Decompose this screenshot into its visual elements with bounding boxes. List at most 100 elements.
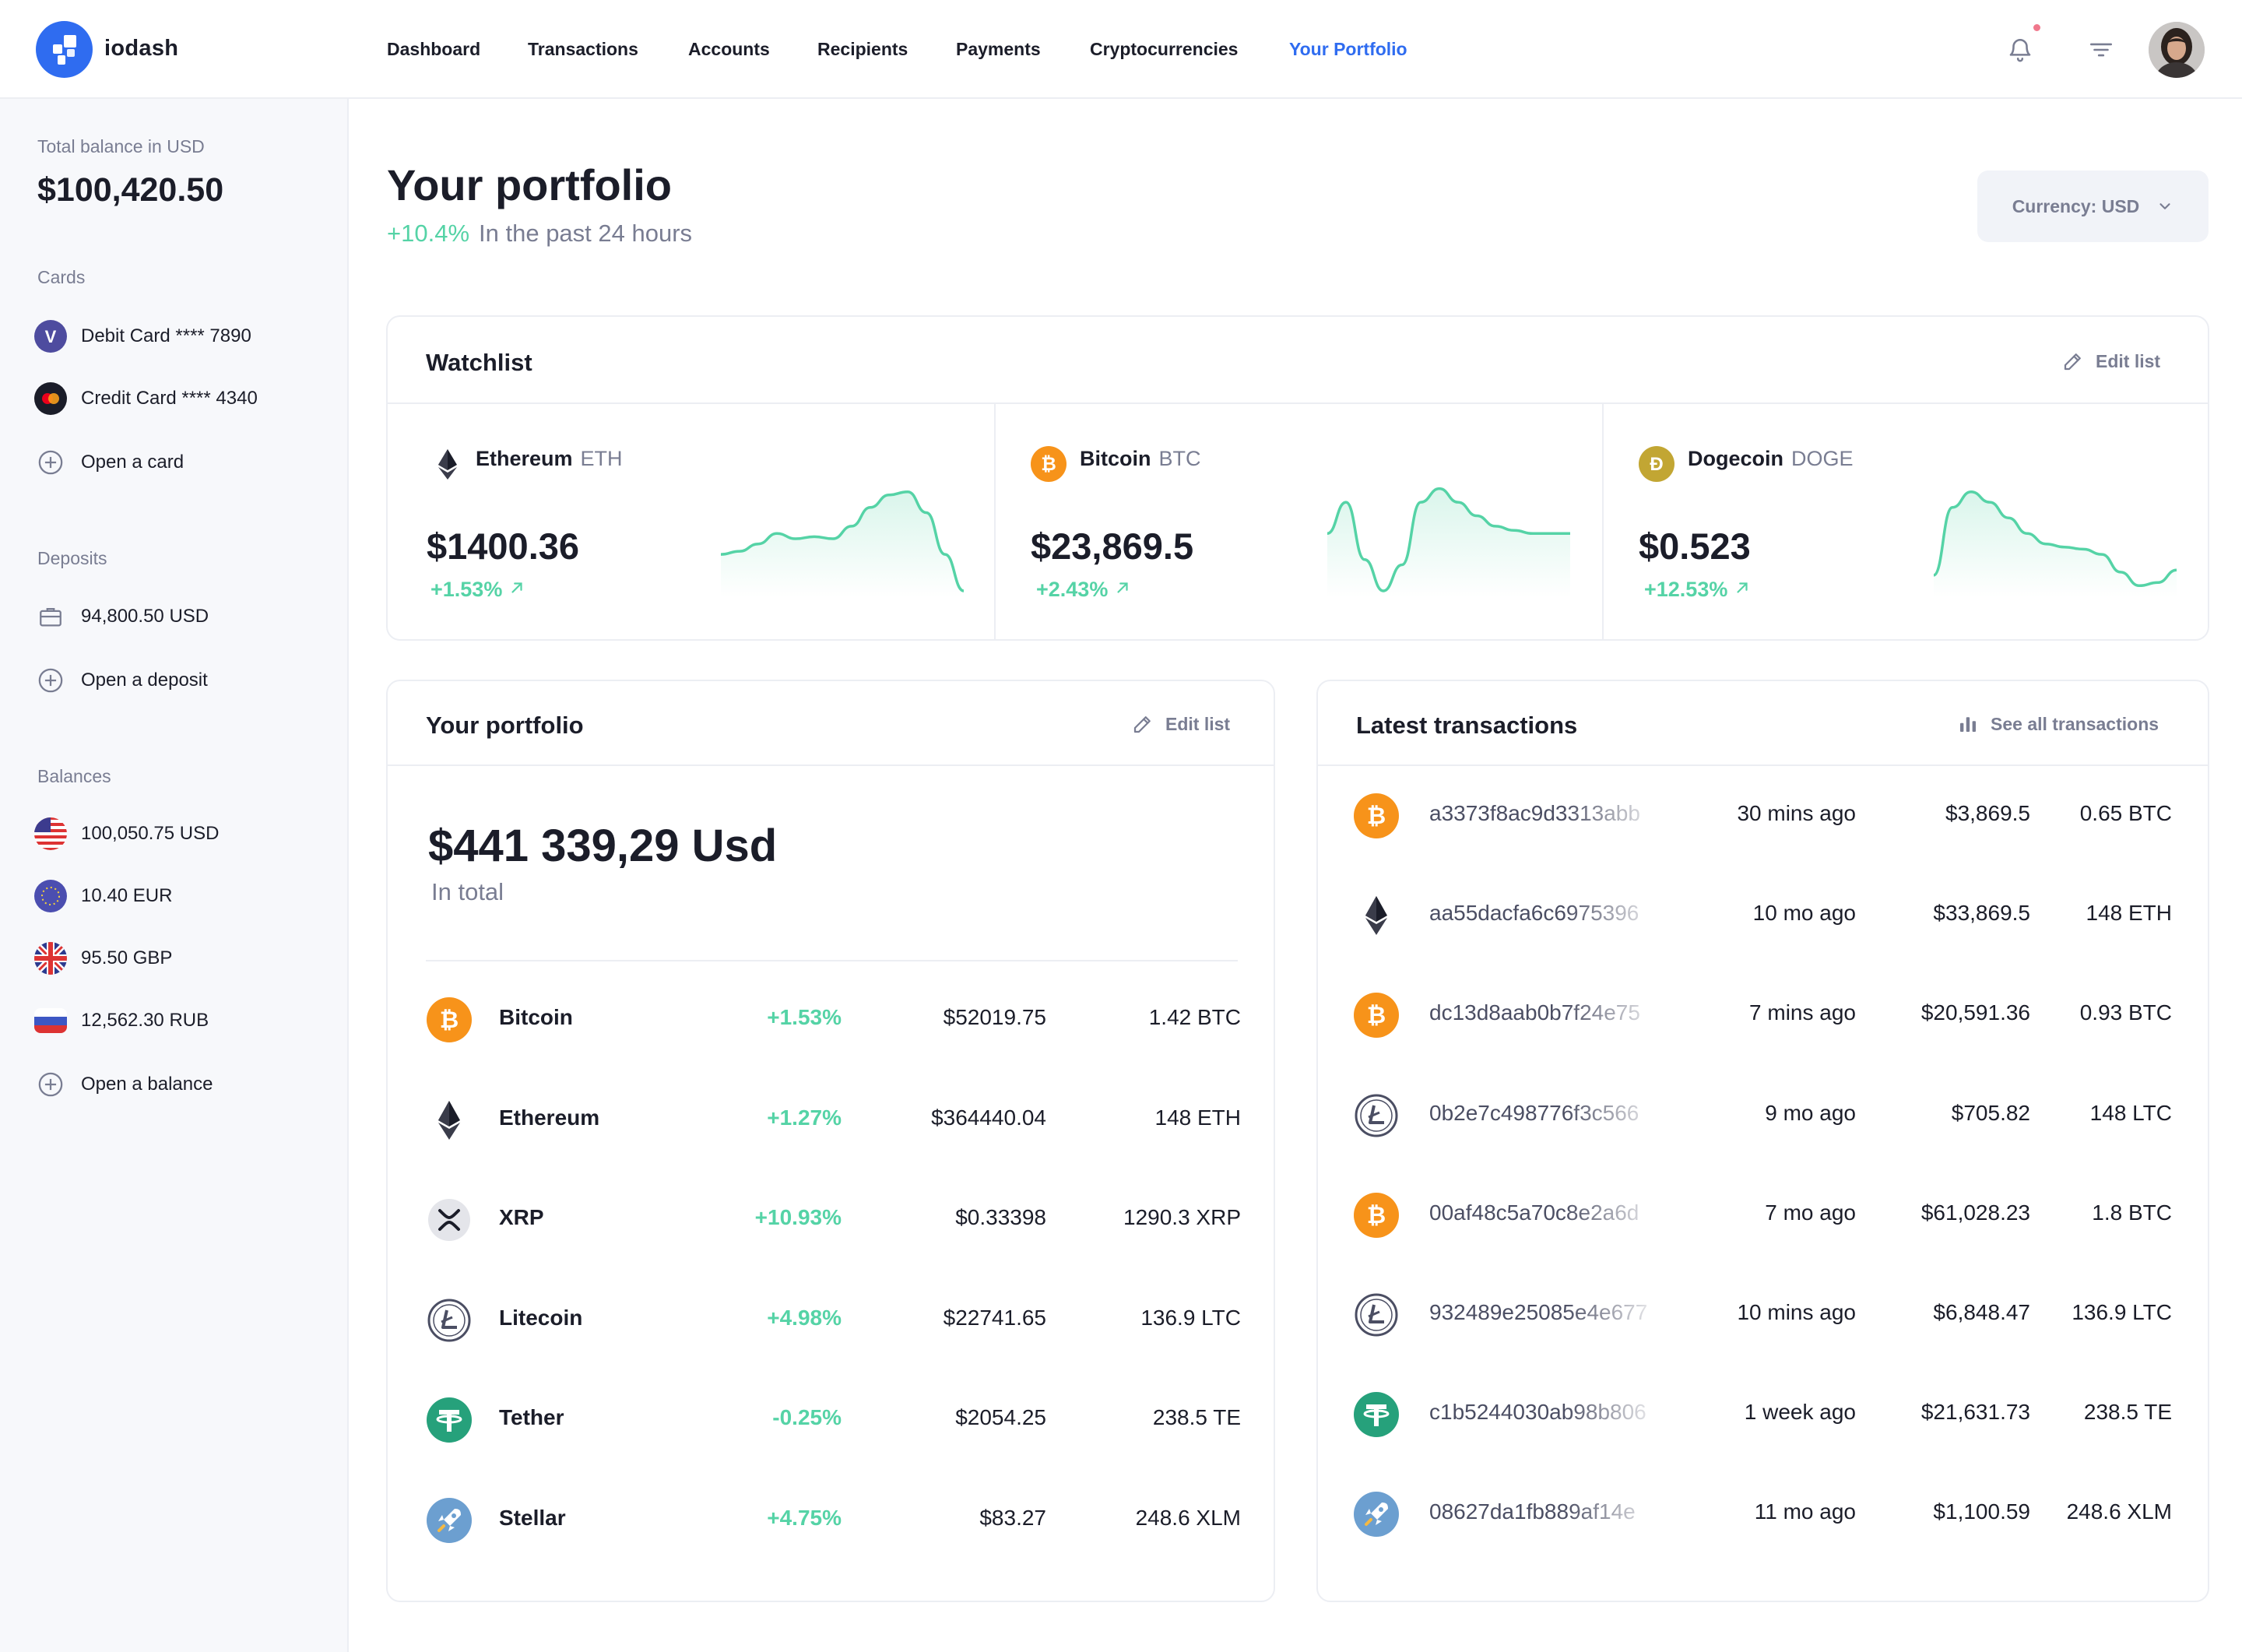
- transaction-row[interactable]: ₿ dc13d8aab0b7f24e75 7 mins ago $20,591.36 0…: [1318, 965, 2208, 1064]
- nav-accounts[interactable]: Accounts: [688, 39, 770, 59]
- transaction-row[interactable]: 932489e25085e4e677 10 mins ago $6,848.47 13…: [1318, 1264, 2208, 1364]
- transaction-amount: 0.93 BTC: [2079, 1000, 2172, 1025]
- divider: [388, 402, 2208, 404]
- divider: [388, 764, 1274, 766]
- coin-amount: 148 ETH: [1154, 1105, 1242, 1130]
- sidebar-item-usd-balance[interactable]: 100,050.75 USD: [33, 815, 329, 852]
- portfolio-row[interactable]: ₿ Bitcoin +1.53% $52019.75 1.42 BTC: [388, 969, 1274, 1069]
- transaction-row[interactable]: 0b2e7c498776f3c566 9 mo ago $705.82 148 LTC: [1318, 1065, 2208, 1165]
- svg-text:₿: ₿: [1367, 1003, 1386, 1028]
- edit-list-label: Edit list: [2096, 350, 2161, 371]
- transactions-card-title: Latest transactions: [1356, 712, 1578, 739]
- sidebar-item-label: 12,562.30 RUB: [81, 1010, 209, 1031]
- nav-cryptocurrencies[interactable]: Cryptocurrencies: [1090, 39, 1239, 59]
- watchlist-change: +1.53%: [430, 578, 525, 602]
- transaction-row[interactable]: c1b5244030ab98b806 1 week ago $21,631.73 23…: [1318, 1364, 2208, 1464]
- portfolio-total-label: In total: [431, 878, 504, 905]
- transaction-amount: 1.8 BTC: [2092, 1200, 2172, 1225]
- sidebar-item-eur-balance[interactable]: 10.40 EUR: [33, 877, 329, 915]
- nav-dashboard[interactable]: Dashboard: [387, 39, 481, 59]
- transaction-value: $3,869.5: [1945, 801, 2030, 825]
- transaction-time: 10 mo ago: [1752, 901, 1856, 926]
- transaction-amount: 148 ETH: [2086, 901, 2173, 926]
- portfolio-card: Your portfolio Edit list $441 339,29 Usd…: [386, 680, 1275, 1602]
- xrp-icon: [427, 1197, 472, 1243]
- ethereum-icon: [427, 1098, 472, 1143]
- bitcoin-icon: ₿: [1031, 446, 1067, 482]
- bitcoin-icon: ₿: [1354, 993, 1399, 1039]
- bitcoin-icon: ₿: [1354, 793, 1399, 838]
- coin-value: $364440.04: [931, 1105, 1046, 1130]
- watchlist-coin-name: Bitcoin BTC: [1080, 447, 1201, 470]
- sidebar-item-rub-balance[interactable]: 12,562.30 RUB: [33, 1002, 329, 1039]
- coin-name: XRP: [499, 1205, 544, 1229]
- sidebar-item-deposit[interactable]: 94,800.50 USD: [33, 598, 329, 635]
- transaction-time: 11 mo ago: [1754, 1499, 1856, 1524]
- chevron-down-icon: [2159, 203, 2170, 209]
- nav-your-portfolio[interactable]: Your Portfolio: [1289, 39, 1407, 59]
- transaction-row[interactable]: 08627da1fb889af14e 11 mo ago $1,100.59 248.…: [1318, 1464, 2208, 1563]
- brand-name: iodash: [104, 36, 179, 61]
- coin-amount: 238.5 TE: [1152, 1405, 1241, 1429]
- divider: [426, 960, 1238, 961]
- bitcoin-sparkline: [1327, 487, 1570, 597]
- iodash-logo-icon[interactable]: [36, 21, 93, 78]
- portfolio-edit-button[interactable]: Edit list: [1131, 712, 1230, 736]
- svg-text:₿: ₿: [1367, 803, 1386, 829]
- portfolio-row[interactable]: Litecoin +4.98% $22741.65 136.9 LTC: [388, 1270, 1274, 1369]
- coin-amount: 248.6 XLM: [1135, 1505, 1241, 1530]
- avatar[interactable]: [2149, 22, 2205, 78]
- nav-payments[interactable]: Payments: [956, 39, 1041, 59]
- us-flag-icon: [33, 816, 69, 852]
- open-card-button[interactable]: Open a card: [33, 444, 329, 481]
- nav-recipients[interactable]: Recipients: [817, 39, 908, 59]
- watchlist-edit-button[interactable]: Edit list: [2061, 350, 2160, 373]
- coin-name: Tether: [499, 1405, 564, 1429]
- portfolio-row[interactable]: XRP +10.93% $0.33398 1290.3 XRP: [388, 1169, 1274, 1269]
- transaction-hash: 0b2e7c498776f3c566: [1429, 1100, 1639, 1125]
- watchlist-coin-name: Ethereum ETH: [476, 447, 623, 470]
- watchlist-item-bitcoin[interactable]: ₿ Bitcoin BTC $23,869.5 +2.43%: [996, 402, 1603, 639]
- transaction-amount: 238.5 TE: [2083, 1400, 2172, 1425]
- currency-dropdown[interactable]: Currency: USD: [1977, 170, 2209, 242]
- sparkline-area: [721, 491, 964, 597]
- bell-icon[interactable]: [2007, 37, 2033, 67]
- transaction-time: 30 mins ago: [1737, 801, 1856, 825]
- sidebar-item-debit-card[interactable]: V Debit Card **** 7890: [33, 318, 329, 355]
- see-all-label: See all transactions: [1991, 713, 2159, 734]
- transaction-value: $20,591.36: [1920, 1000, 2030, 1025]
- transaction-value: $705.82: [1951, 1100, 2030, 1125]
- sidebar: Total balance in USD $100,420.50 Cards V…: [0, 99, 349, 1652]
- sidebar-item-label: 94,800.50 USD: [81, 606, 209, 627]
- watchlist-item-dogecoin[interactable]: Ð Dogecoin DOGE $0.523 +12.53%: [1604, 402, 2209, 639]
- watchlist-item-ethereum[interactable]: Ethereum ETH $1400.36 +1.53%: [388, 402, 995, 639]
- see-all-transactions-link[interactable]: See all transactions: [1956, 712, 2159, 736]
- notification-dot: [2033, 24, 2040, 31]
- portfolio-row[interactable]: Stellar +4.75% $83.27 248.6 XLM: [388, 1470, 1274, 1569]
- transaction-hash: 00af48c5a70c8e2a6d: [1429, 1200, 1639, 1225]
- transaction-hash: c1b5244030ab98b806: [1429, 1400, 1646, 1425]
- divider: [994, 402, 996, 639]
- transaction-row[interactable]: ₿ 00af48c5a70c8e2a6d 7 mo ago $61,028.23 1.8…: [1318, 1165, 2208, 1264]
- mastercard-icon: [33, 381, 69, 417]
- open-deposit-label: Open a deposit: [81, 670, 208, 691]
- transaction-value: $21,631.73: [1920, 1400, 2030, 1425]
- deposits-section-label: Deposits: [37, 548, 107, 568]
- open-balance-button[interactable]: Open a balance: [33, 1066, 329, 1103]
- sidebar-item-credit-card[interactable]: Credit Card **** 4340: [33, 380, 329, 417]
- portfolio-row[interactable]: Tether -0.25% $2054.25 238.5 TE: [388, 1369, 1274, 1469]
- sidebar-item-label: 10.40 EUR: [81, 885, 173, 906]
- transaction-value: $33,869.5: [1933, 901, 2030, 926]
- transaction-hash: 08627da1fb889af14e: [1429, 1499, 1636, 1524]
- tether-icon: [1354, 1392, 1399, 1438]
- coin-amount: 1290.3 XRP: [1123, 1205, 1241, 1229]
- filter-icon[interactable]: [2088, 37, 2114, 67]
- coin-change: -0.25%: [772, 1405, 842, 1429]
- transaction-row[interactable]: ₿ a3373f8ac9d3313abb 30 mins ago $3,869.5 0.…: [1318, 765, 2208, 865]
- transaction-row[interactable]: aa55dacfa6c6975396 10 mo ago $33,869.5 148 …: [1318, 865, 2208, 965]
- open-deposit-button[interactable]: Open a deposit: [33, 662, 329, 699]
- sidebar-item-gbp-balance[interactable]: 95.50 GBP: [33, 940, 329, 977]
- transactions-table: ₿ a3373f8ac9d3313abb 30 mins ago $3,869.5 0.…: [1318, 765, 2208, 1590]
- portfolio-row[interactable]: Ethereum +1.27% $364440.04 148 ETH: [388, 1070, 1274, 1169]
- nav-transactions[interactable]: Transactions: [528, 39, 638, 59]
